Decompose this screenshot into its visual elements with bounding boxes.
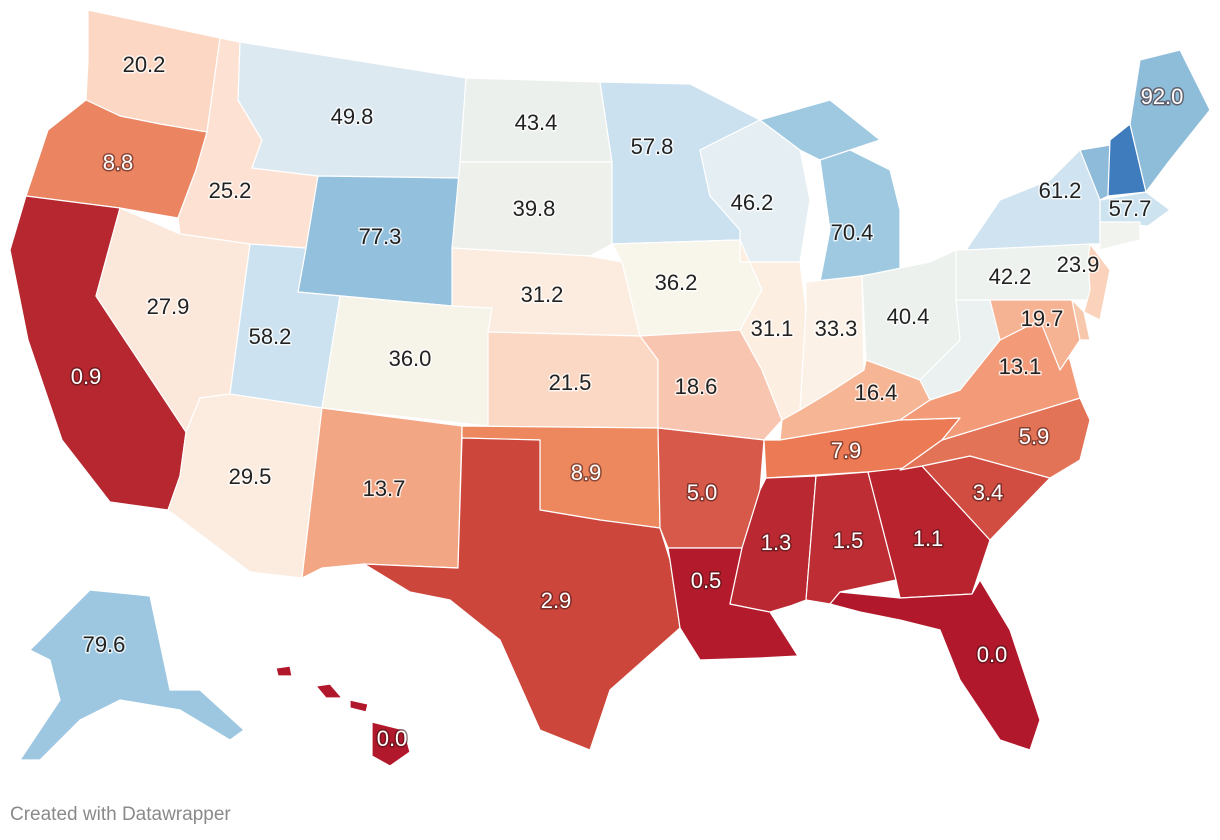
label-ar: 5.0	[687, 480, 718, 505]
label-nm: 13.7	[363, 476, 406, 501]
label-tn: 7.9	[831, 438, 862, 463]
state-de[interactable]	[1071, 299, 1091, 341]
label-md: 19.7	[1021, 306, 1064, 331]
label-or: 8.8	[103, 150, 134, 175]
label-va: 13.1	[999, 354, 1042, 379]
label-me: 92.0	[1141, 84, 1184, 109]
state-fl[interactable]	[829, 579, 1041, 751]
label-az: 29.5	[229, 464, 272, 489]
state-me[interactable]	[1129, 49, 1211, 193]
label-il: 31.1	[751, 316, 794, 341]
label-ak: 79.6	[83, 632, 126, 657]
label-wy: 77.3	[359, 224, 402, 249]
us-choropleth-map: 20.2 8.8 0.9 25.2 27.9 49.8 77.3 58.2 29…	[9, 9, 1211, 767]
label-tx: 2.9	[541, 588, 572, 613]
state-ct[interactable]	[1099, 221, 1141, 251]
label-ga: 1.1	[913, 526, 944, 551]
label-ut: 58.2	[249, 324, 292, 349]
label-in: 33.3	[815, 316, 858, 341]
label-ok: 8.9	[571, 460, 602, 485]
label-ny: 61.2	[1039, 178, 1082, 203]
label-pa: 42.2	[989, 264, 1032, 289]
label-al: 1.5	[833, 528, 864, 553]
label-ne: 31.2	[521, 282, 564, 307]
label-wi: 46.2	[731, 190, 774, 215]
label-ia: 36.2	[655, 270, 698, 295]
label-mi: 70.4	[831, 220, 874, 245]
label-nv: 27.9	[147, 294, 190, 319]
state-value-labels: 20.2 8.8 0.9 25.2 27.9 49.8 77.3 58.2 29…	[69, 50, 1185, 752]
label-nc: 5.9	[1019, 424, 1050, 449]
label-nj: 23.9	[1057, 252, 1100, 277]
label-wa: 20.2	[123, 52, 166, 77]
state-ma[interactable]	[1099, 191, 1171, 227]
label-ky: 16.4	[855, 380, 898, 405]
label-nd: 43.4	[515, 110, 558, 135]
label-hi: 0.0	[377, 726, 408, 751]
label-ca: 0.9	[71, 364, 102, 389]
label-ma: 57.7	[1109, 196, 1152, 221]
label-sc: 3.4	[973, 480, 1004, 505]
label-ms: 1.3	[761, 530, 792, 555]
label-co: 36.0	[389, 346, 432, 371]
state-il[interactable]	[739, 239, 807, 421]
label-mn: 57.8	[631, 134, 674, 159]
state-tx[interactable]	[363, 437, 681, 751]
state-hi[interactable]	[275, 665, 411, 767]
label-mt: 49.8	[331, 104, 374, 129]
label-id: 25.2	[209, 178, 252, 203]
state-mi[interactable]	[759, 99, 901, 283]
label-la: 0.5	[691, 568, 722, 593]
label-ks: 21.5	[549, 370, 592, 395]
label-fl: 0.0	[977, 642, 1008, 667]
state-ak[interactable]	[19, 589, 245, 761]
label-mo: 18.6	[675, 374, 718, 399]
label-sd: 39.8	[513, 196, 556, 221]
state-sd[interactable]	[451, 161, 613, 257]
credit-text: Created with Datawrapper	[10, 804, 231, 825]
label-oh: 40.4	[887, 304, 930, 329]
